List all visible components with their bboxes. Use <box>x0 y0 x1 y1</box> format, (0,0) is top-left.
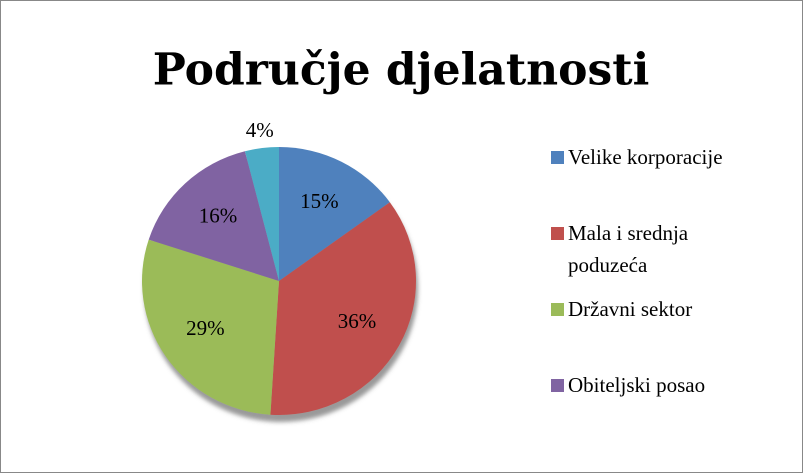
data-label: 15% <box>300 189 339 213</box>
legend-swatch <box>551 151 564 164</box>
legend-label: Državni sektor <box>568 297 693 321</box>
pie-slice <box>142 239 279 415</box>
pie-slice <box>148 151 279 281</box>
legend-swatch <box>551 227 564 240</box>
data-label: 4% <box>246 118 274 142</box>
slices <box>142 147 416 416</box>
pie-slice <box>270 202 416 416</box>
chart-title: Područje djelatnosti <box>153 45 650 96</box>
legend-item: Velike korporacije <box>551 141 781 217</box>
legend-swatch <box>551 303 564 316</box>
legend-label: Velike korporacije <box>568 145 723 169</box>
legend-item: Obiteljski posao <box>551 369 781 445</box>
data-label: 29% <box>186 316 225 340</box>
pie-slice <box>244 147 279 281</box>
data-label: 16% <box>199 203 238 227</box>
pie-slice <box>279 147 390 281</box>
legend-item: Državni sektor <box>551 293 781 369</box>
legend-swatch <box>551 379 564 392</box>
legend-label: Mala i srednja poduzeća <box>568 221 689 277</box>
data-label: 36% <box>338 309 377 333</box>
legend-label: Obiteljski posao <box>568 373 706 397</box>
legend: Velike korporacije Mala i srednja poduzeć… <box>551 141 781 445</box>
legend-item: Mala i srednja poduzeća <box>551 217 781 293</box>
